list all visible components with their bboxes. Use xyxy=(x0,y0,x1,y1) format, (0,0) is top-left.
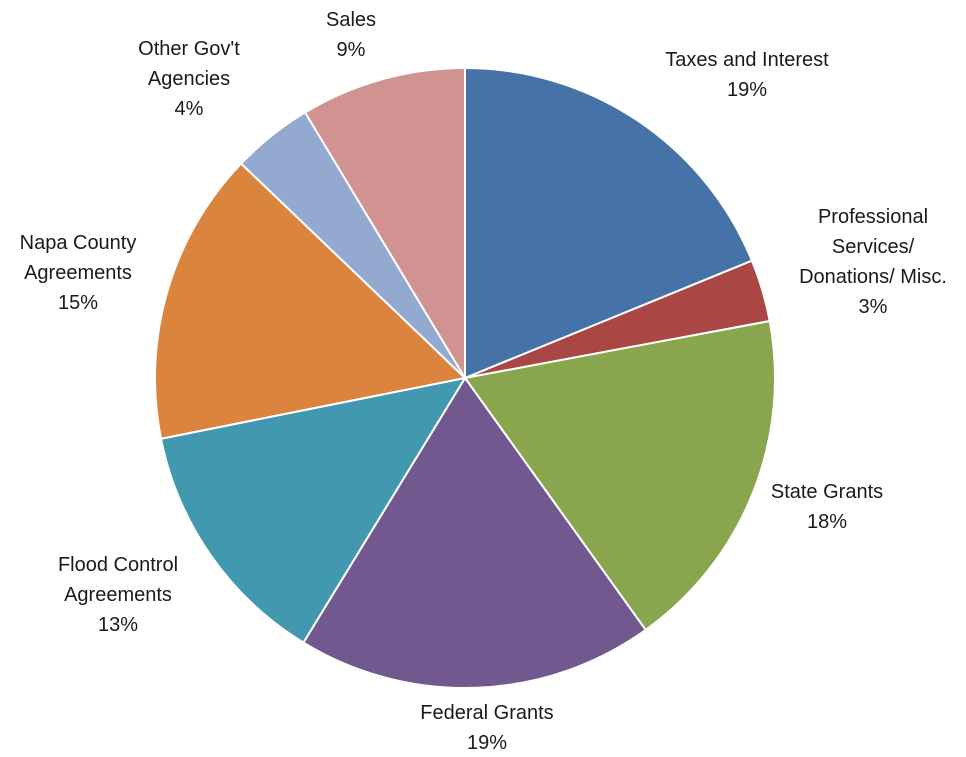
category-label: Flood Control xyxy=(58,554,178,576)
percent-label: 19% xyxy=(727,79,767,101)
percent-label: 19% xyxy=(467,732,507,754)
label-flood-control-agreements: Flood Control Agreements 13% xyxy=(58,554,178,636)
percent-label: 4% xyxy=(175,98,204,120)
category-label: Donations/ Misc. xyxy=(799,266,947,288)
category-label: Taxes and Interest xyxy=(665,49,829,71)
label-taxes-and-interest: Taxes and Interest 19% xyxy=(665,49,829,101)
category-label: Agreements xyxy=(24,262,132,284)
slice-state-grants xyxy=(463,319,776,632)
label-professional-services-donations-misc: Professional Services/Donations/ Misc. 3% xyxy=(799,206,947,318)
slice-federal-grants xyxy=(302,376,648,689)
label-sales: Sales 9% xyxy=(326,9,376,61)
slice-napa-county-agreements xyxy=(154,162,468,440)
category-label: Agencies xyxy=(148,68,230,90)
label-other-gov-t-agencies: Other Gov't Agencies 4% xyxy=(138,38,240,120)
percent-label: 18% xyxy=(807,511,847,533)
category-label: Agreements xyxy=(64,584,172,606)
label-federal-grants: Federal Grants 19% xyxy=(420,702,553,754)
percent-label: 13% xyxy=(98,614,138,636)
percent-label: 9% xyxy=(337,39,366,61)
category-label: Professional xyxy=(818,206,928,228)
percent-label: 3% xyxy=(859,296,888,318)
label-state-grants: State Grants 18% xyxy=(771,481,883,533)
slice-flood-control-agreements xyxy=(159,376,468,644)
pie-labels: Taxes and Interest 19% Professional Service… xyxy=(20,9,947,754)
pie-slices xyxy=(154,66,776,689)
category-label: Napa County xyxy=(20,232,137,254)
percent-label: 15% xyxy=(58,292,98,314)
slice-taxes-and-interest xyxy=(464,66,754,380)
category-label: State Grants xyxy=(771,481,883,503)
category-label: Federal Grants xyxy=(420,702,553,724)
category-label: Sales xyxy=(326,9,376,31)
slice-sales xyxy=(303,66,466,382)
category-label: Other Gov't xyxy=(138,38,240,60)
label-napa-county-agreements: Napa County Agreements 15% xyxy=(20,232,137,314)
category-label: Services/ xyxy=(832,236,915,258)
